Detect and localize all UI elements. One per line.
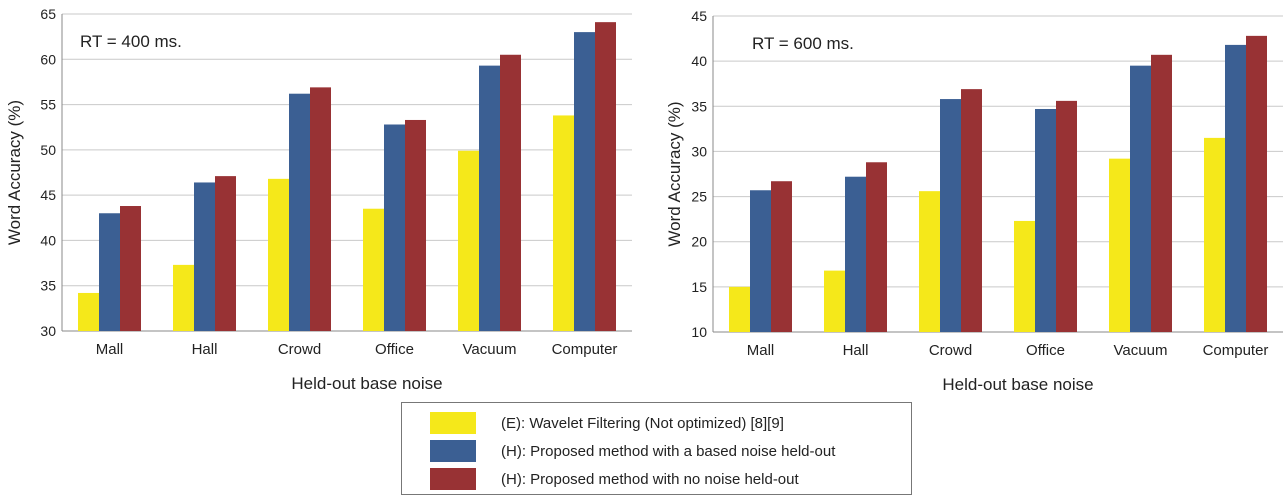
- y-tick-label: 30: [40, 323, 56, 339]
- x-axis-label: Held-out base noise: [942, 375, 1093, 394]
- y-tick-label: 65: [40, 6, 56, 22]
- legend-swatch-red: [430, 468, 476, 490]
- bar: [289, 93, 310, 332]
- bar: [1109, 158, 1130, 332]
- legend-item-wavelet: (E): Wavelet Filtering (Not optimized) […: [430, 411, 784, 435]
- y-axis-label: Word Accuracy (%): [5, 100, 24, 245]
- x-tick-label: Crowd: [929, 342, 972, 359]
- bar: [363, 208, 384, 331]
- chart-rt-600: 10 15 20 25 30 35 40 45 Mall Hall Crowd Office Vacuu…: [665, 8, 1283, 394]
- bar: [553, 115, 574, 331]
- legend-item-no-held-out: (H): Proposed method with no noise held-…: [430, 467, 799, 491]
- x-tick-label: Vacuum: [463, 341, 517, 358]
- x-tick-label: Vacuum: [1114, 342, 1168, 359]
- bar: [120, 206, 141, 331]
- y-tick-label: 45: [691, 8, 707, 24]
- y-tick-label: 35: [40, 278, 56, 294]
- bar: [1014, 220, 1035, 332]
- bar: [866, 162, 887, 332]
- y-axis-label: Word Accuracy (%): [665, 101, 684, 246]
- bar: [729, 286, 750, 332]
- bar: [1204, 137, 1225, 332]
- y-tick-label: 55: [40, 97, 56, 113]
- bar: [194, 182, 215, 331]
- bar: [595, 22, 616, 331]
- bar: [1151, 54, 1172, 333]
- bar: [384, 124, 405, 331]
- bar: [215, 176, 236, 331]
- y-tick-label: 60: [40, 51, 56, 67]
- bar: [458, 150, 479, 331]
- x-tick-label: Computer: [1203, 342, 1269, 359]
- bar: [750, 190, 771, 332]
- bar: [919, 191, 940, 332]
- x-tick-label: Computer: [552, 341, 618, 358]
- bar: [310, 87, 331, 331]
- x-tick-label: Office: [375, 341, 414, 358]
- bar: [940, 99, 961, 332]
- y-tick-label: 50: [40, 142, 56, 158]
- bar: [824, 270, 845, 332]
- x-tick-label: Hall: [843, 342, 869, 359]
- bar: [268, 178, 289, 331]
- y-tick-label: 30: [691, 143, 707, 159]
- x-tick-label: Mall: [96, 341, 124, 358]
- legend-item-held-out: (H): Proposed method with a based noise …: [430, 439, 835, 463]
- y-tick-label: 40: [691, 53, 707, 69]
- y-tick-label: 20: [691, 234, 707, 250]
- bar: [99, 213, 120, 331]
- bar: [574, 32, 595, 331]
- bar: [500, 54, 521, 331]
- x-tick-label: Crowd: [278, 341, 321, 358]
- bar: [845, 176, 866, 332]
- rt-annotation: RT = 400 ms.: [80, 32, 182, 51]
- bar: [1056, 100, 1077, 333]
- chart-rt-400: 30 35 40 45 50 55 60 65 Mall Hall Crowd Office Vacuu…: [5, 6, 632, 393]
- x-tick-label: Mall: [747, 342, 775, 359]
- rt-annotation: RT = 600 ms.: [752, 34, 854, 53]
- legend-label: (E): Wavelet Filtering (Not optimized) […: [501, 414, 784, 432]
- legend-swatch-blue: [430, 440, 476, 462]
- bar: [173, 264, 194, 331]
- y-tick-label: 40: [40, 232, 56, 248]
- y-tick-label: 15: [691, 279, 707, 295]
- legend-label: (H): Proposed method with a based noise …: [501, 442, 836, 460]
- x-tick-label: Hall: [192, 341, 218, 358]
- bar: [1246, 35, 1267, 333]
- bar: [771, 181, 792, 332]
- bar: [1035, 108, 1056, 332]
- bar: [78, 292, 99, 331]
- y-tick-label: 35: [691, 98, 707, 114]
- bar: [405, 119, 426, 332]
- x-axis-label: Held-out base noise: [291, 374, 442, 393]
- bar: [1225, 44, 1246, 333]
- bar: [961, 89, 982, 332]
- bar: [1130, 65, 1151, 333]
- y-tick-label: 25: [691, 189, 707, 205]
- y-tick-label: 10: [691, 324, 707, 340]
- legend-label: (H): Proposed method with no noise held-…: [501, 470, 799, 488]
- x-tick-label: Office: [1026, 342, 1065, 359]
- charts-canvas: 30 35 40 45 50 55 60 65 Mall Hall Crowd Office Vacuu…: [5, 6, 1283, 394]
- legend-swatch-yellow: [430, 412, 476, 434]
- bar: [479, 65, 500, 331]
- y-tick-label: 45: [40, 187, 56, 203]
- legend: (E): Wavelet Filtering (Not optimized) […: [401, 402, 912, 495]
